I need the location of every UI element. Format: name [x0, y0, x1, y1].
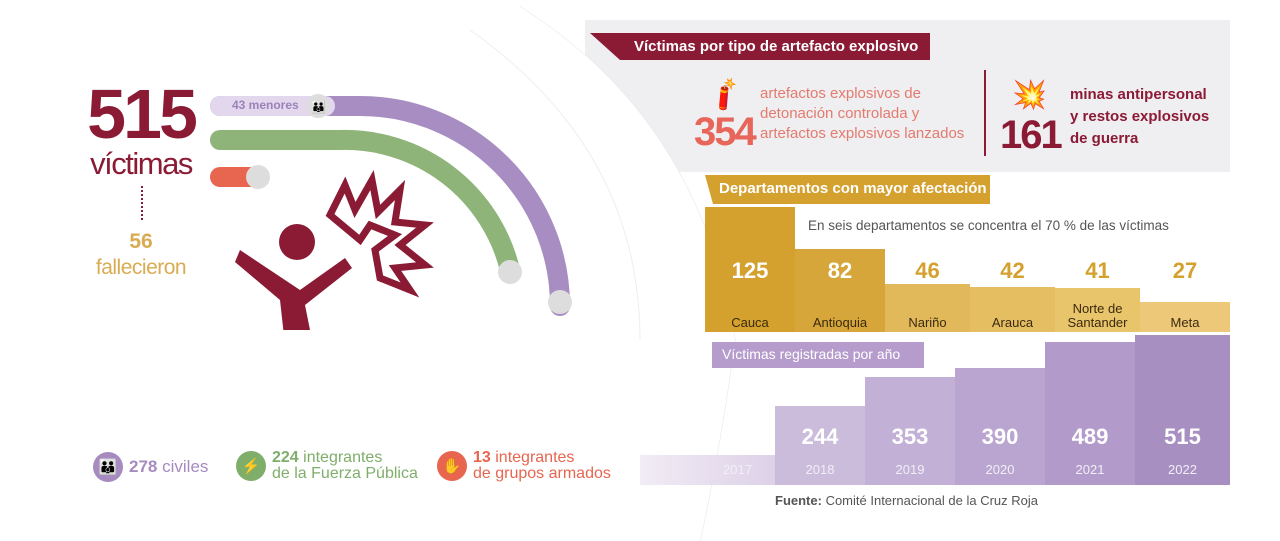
year-bar: 515 2022 — [1135, 335, 1230, 485]
label-line: y restos explosivos — [1070, 108, 1210, 125]
dept-label: Meta — [1170, 315, 1200, 330]
dept-value: 42 — [1000, 258, 1025, 283]
source-note: Fuente: Comité Internacional de la Cruz … — [775, 493, 1038, 508]
year-section-title: Víctimas registradas por año — [712, 342, 924, 368]
explosive-devices-label: artefactos explosivos de detonación cont… — [760, 84, 964, 144]
divider — [984, 70, 986, 156]
year-value: 244 — [801, 423, 839, 449]
victim-arcs: 👪 — [210, 94, 572, 330]
armed-groups-label: integrantes — [495, 449, 575, 466]
dept-label: Arauca — [991, 314, 1034, 330]
dept-value: 46 — [915, 258, 940, 283]
dept-value: 82 — [827, 257, 853, 283]
minors-label: 43 menores — [232, 98, 299, 112]
dept-value: 125 — [731, 258, 769, 283]
dept-bar: 125 Cauca — [705, 207, 795, 332]
soldier-icon: ⚡ — [236, 451, 266, 481]
type-section-title: Víctimas por tipo de artefacto explosivo — [590, 33, 930, 60]
label-line: minas antipersonal — [1070, 86, 1207, 103]
svg-text:👪: 👪 — [311, 100, 326, 114]
dept-label: Antioquia — [812, 314, 868, 330]
public-force-value: 224 — [272, 449, 299, 466]
minors-icon — [306, 94, 330, 118]
year-value: 489 — [1071, 423, 1109, 449]
civilians-value: 278 — [129, 457, 158, 476]
soldier-icon — [498, 260, 522, 284]
label-line: artefactos explosivos lanzados — [760, 125, 965, 142]
legend-public-force: ⚡ 224 integrantes de la Fuerza Pública — [236, 450, 418, 482]
year-label: 2022 — [1168, 462, 1197, 477]
dept-bar: 27 Meta — [1140, 258, 1230, 332]
year-bar: 244 2018 — [775, 406, 865, 485]
dept-subtitle: En seis departamentos se concentra el 70… — [808, 218, 1169, 233]
landmine-icon: 💥 — [1012, 79, 1047, 110]
year-label: 2020 — [985, 461, 1015, 477]
year-label: 2021 — [1075, 461, 1105, 477]
year-value: 353 — [891, 423, 929, 449]
year-label: 2019 — [895, 461, 925, 477]
year-bar: 353 2019 — [865, 377, 955, 485]
armed-groups-label-2: de grupos armados — [473, 465, 611, 482]
year-bar: 57 2017 — [640, 455, 775, 485]
civilians-label: civiles — [162, 457, 209, 476]
total-victims-label: víctimas — [90, 146, 193, 181]
dotted-connector — [141, 186, 143, 220]
dept-value: 27 — [1172, 258, 1198, 283]
year-bar: 489 2021 — [1045, 341, 1135, 485]
dept-bar: 41 Norte de Santander — [1055, 258, 1140, 332]
label-line: detonación controlada y — [760, 105, 920, 122]
dept-label: Norte de Santander — [1067, 300, 1128, 330]
year-label: 2018 — [805, 461, 835, 477]
label-line: de guerra — [1070, 130, 1139, 147]
public-force-label: integrantes — [303, 449, 383, 466]
force-arc — [210, 129, 520, 280]
injured-person-icon — [235, 169, 434, 330]
year-label: 2017 — [723, 462, 752, 477]
dept-section-title: Departamentos con mayor afectación — [705, 175, 990, 204]
source-text: Comité Internacional de la Cruz Roja — [821, 493, 1039, 508]
civilians-arc — [210, 96, 570, 316]
public-force-label-2: de la Fuerza Pública — [272, 465, 418, 482]
dept-bar: 42 Arauca — [970, 258, 1055, 332]
dept-bar: 82 Antioquia — [795, 248, 885, 332]
total-victims: 515 — [87, 75, 198, 153]
deaths-label: fallecieron — [95, 256, 187, 279]
source-label: Fuente: — [775, 493, 822, 508]
year-value: 515 — [1164, 424, 1201, 449]
legend-armed-groups: ✋ 13 integrantes de grupos armados — [437, 450, 611, 482]
armed-group-icon — [246, 165, 270, 189]
dept-label: Nariño — [908, 314, 947, 330]
year-bar: 390 2020 — [955, 367, 1045, 485]
label-line: artefactos explosivos de — [760, 85, 921, 102]
landmines-value: 161 — [1000, 113, 1063, 157]
landmines-label: minas antipersonal y restos explosivos d… — [1070, 84, 1209, 150]
armed-groups-value: 13 — [473, 449, 491, 466]
deaths-value: 56 — [129, 230, 153, 253]
family-icon — [548, 290, 572, 314]
dept-label: Cauca — [731, 315, 769, 330]
year-value: 390 — [981, 423, 1019, 449]
dept-bar: 46 Nariño — [885, 258, 970, 332]
family-icon: 👪 — [93, 452, 123, 482]
legend-civilians: 👪 278 civiles — [93, 452, 208, 482]
dept-value: 41 — [1085, 258, 1110, 283]
armed-group-icon: ✋ — [437, 451, 467, 481]
explosive-devices-value: 354 — [694, 110, 757, 154]
